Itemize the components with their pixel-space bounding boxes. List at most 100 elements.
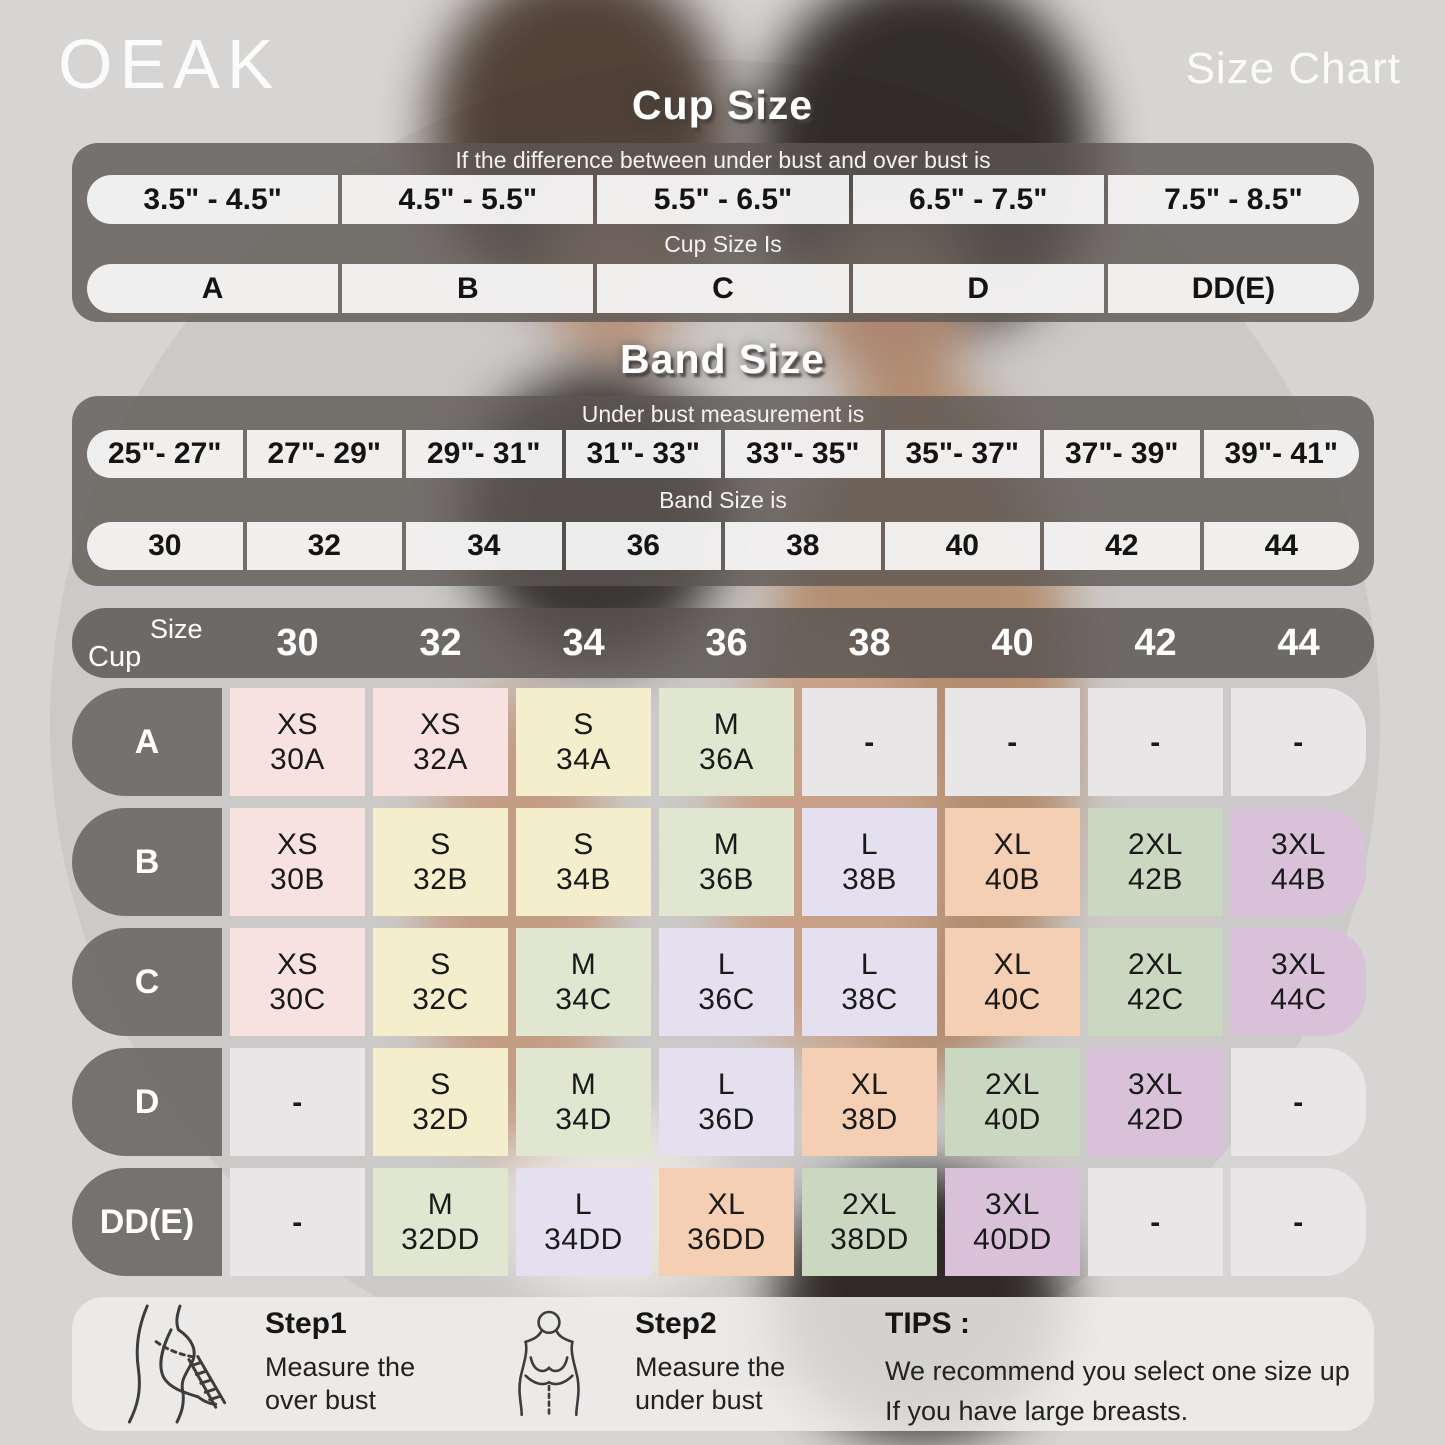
size-cell: 2XL 38DD <box>802 1168 937 1276</box>
matrix-row: B XS 30B S 32B S 34B M 36B L 38B XL 40B 2XL 42B 3XL 44B <box>72 808 1374 916</box>
size-cell: XL 38D <box>802 1048 937 1156</box>
size-cell: M 36B <box>659 808 794 916</box>
matrix-column-header: 38 <box>848 622 891 664</box>
matrix-column-header: 34 <box>562 622 605 664</box>
tips-line2: If you have large breasts. <box>885 1396 1189 1426</box>
step1-block: Step1 Measure the over bust <box>265 1307 415 1417</box>
cup-result-text: Cup Size Is <box>664 231 782 257</box>
band-value-cell: 44 <box>1203 522 1359 570</box>
cup-row-label: D <box>72 1048 222 1156</box>
band-value-cell: 42 <box>1044 522 1200 570</box>
size-cell: XS 30C <box>230 928 365 1036</box>
step2-line2: under bust <box>635 1385 763 1415</box>
size-cell: M 36A <box>659 688 794 796</box>
band-result-text: Band Size is <box>659 487 787 513</box>
cup-range-cell: 4.5" - 5.5" <box>342 175 594 224</box>
band-range-cell: 31"- 33" <box>565 430 721 478</box>
size-cell: XS 30B <box>230 808 365 916</box>
corner-label-cup: Cup <box>88 641 142 673</box>
size-cell: M 34C <box>516 928 651 1036</box>
matrix-rows: A XS 30A XS 32A S 34A M 36A - - - - B XS 30B S 32B S 34B M 36… <box>72 688 1374 1276</box>
matrix-column-header: 40 <box>991 622 1034 664</box>
matrix-column-header: 32 <box>419 622 462 664</box>
cup-row-label: DD(E) <box>72 1168 222 1276</box>
size-cell: 3XL 42D <box>1088 1048 1223 1156</box>
size-cell: - <box>1088 688 1223 796</box>
cup-range-cell: 5.5" - 6.5" <box>597 175 849 224</box>
size-cell: S 32D <box>373 1048 508 1156</box>
size-cell: M 32DD <box>373 1168 508 1276</box>
band-value-cell: 32 <box>246 522 402 570</box>
size-cell: XS 30A <box>230 688 365 796</box>
size-cell: - <box>1231 1048 1366 1156</box>
step1-line1: Measure the <box>265 1352 416 1382</box>
size-cell: - <box>802 688 937 796</box>
band-range-cell: 33"- 35" <box>725 430 881 478</box>
band-range-cell: 37"- 39" <box>1044 430 1200 478</box>
size-cell: XS 32A <box>373 688 508 796</box>
size-cell: S 34A <box>516 688 651 796</box>
cup-range-cell: 6.5" - 7.5" <box>852 175 1104 224</box>
tips-label: TIPS : <box>885 1307 971 1340</box>
brand-logo: OEAK <box>58 25 281 103</box>
footer-panel: Step1 Measure the over bust Step2 Measur… <box>72 1297 1374 1431</box>
measure-over-bust-icon <box>127 1304 227 1424</box>
size-cell: L 34DD <box>516 1168 651 1276</box>
band-size-panel: Under bust measurement is 25"- 27" 27"- 2… <box>72 396 1374 586</box>
cup-value-cell: B <box>342 264 594 313</box>
cup-value-cell: C <box>597 264 849 313</box>
size-cell: 3XL 44B <box>1231 808 1366 916</box>
matrix-column-header: 36 <box>705 622 748 664</box>
size-cell: 2XL 42C <box>1088 928 1223 1036</box>
page-title: Size Chart <box>1185 44 1401 93</box>
size-cell: L 38C <box>802 928 937 1036</box>
tips-block: TIPS : We recommend you select one size … <box>885 1307 1350 1431</box>
step2-line1: Measure the <box>635 1352 786 1382</box>
matrix-column-header: 42 <box>1134 622 1177 664</box>
band-range-row: 25"- 27" 27"- 29" 29"- 31" 31"- 33" 33"- 35"… <box>87 430 1359 478</box>
cup-value-cell: DD(E) <box>1107 264 1360 313</box>
cup-row-label: C <box>72 928 222 1036</box>
size-cell: 3XL 44C <box>1231 928 1366 1036</box>
corner-label-size: Size <box>150 614 203 644</box>
step1-line2: over bust <box>265 1385 377 1415</box>
cup-value-cell: A <box>87 264 339 313</box>
matrix-column-header: 30 <box>276 622 319 664</box>
band-value-cell: 30 <box>87 522 243 570</box>
matrix-column-header: 44 <box>1277 622 1320 664</box>
size-cell: XL 36DD <box>659 1168 794 1276</box>
cup-row-label: A <box>72 688 222 796</box>
size-cell: XL 40B <box>945 808 1080 916</box>
tips-line1: We recommend you select one size up <box>885 1356 1350 1386</box>
size-cell: 2XL 40D <box>945 1048 1080 1156</box>
matrix-row: DD(E) - M 32DD L 34DD XL 36DD 2XL 38DD 3XL 40DD - - <box>72 1168 1374 1276</box>
band-range-cell: 35"- 37" <box>884 430 1040 478</box>
band-range-cell: 39"- 41" <box>1203 430 1359 478</box>
cup-range-cell: 3.5" - 4.5" <box>87 175 339 224</box>
size-cell: L 36C <box>659 928 794 1036</box>
band-size-heading: Band Size <box>620 336 825 382</box>
cup-value-cell: D <box>852 264 1104 313</box>
band-range-cell: 27"- 29" <box>246 430 402 478</box>
cup-range-row: 3.5" - 4.5" 4.5" - 5.5" 5.5" - 6.5" 6.5" - … <box>87 175 1360 224</box>
size-matrix: Size Cup 30 32 34 36 38 40 42 44 A XS 30A XS 32A S 34… <box>72 608 1374 1276</box>
size-cell: S 32B <box>373 808 508 916</box>
band-value-cell: 40 <box>884 522 1040 570</box>
size-cell: S 34B <box>516 808 651 916</box>
size-cell: - <box>1231 1168 1366 1276</box>
cup-size-panel: If the difference between under bust and… <box>72 143 1374 322</box>
band-value-cell: 34 <box>406 522 562 570</box>
size-cell: S 32C <box>373 928 508 1036</box>
band-condition-text: Under bust measurement is <box>581 401 865 427</box>
band-value-row: 30 32 34 36 38 40 42 44 <box>87 522 1359 570</box>
matrix-row: C XS 30C S 32C M 34C L 36C L 38C XL 40C 2XL 42C 3XL 44C <box>72 928 1374 1036</box>
cup-condition-text: If the difference between under bust and… <box>455 147 991 173</box>
size-cell: L 36D <box>659 1048 794 1156</box>
matrix-row: D - S 32D M 34D L 36D XL 38D 2XL 40D 3XL 42D - <box>72 1048 1374 1156</box>
cup-range-cell: 7.5" - 8.5" <box>1107 175 1360 224</box>
matrix-column-headers: 30 32 34 36 38 40 42 44 <box>230 608 1374 678</box>
band-range-cell: 29"- 31" <box>406 430 562 478</box>
size-cell: M 34D <box>516 1048 651 1156</box>
band-value-cell: 38 <box>725 522 881 570</box>
size-cell: XL 40C <box>945 928 1080 1036</box>
